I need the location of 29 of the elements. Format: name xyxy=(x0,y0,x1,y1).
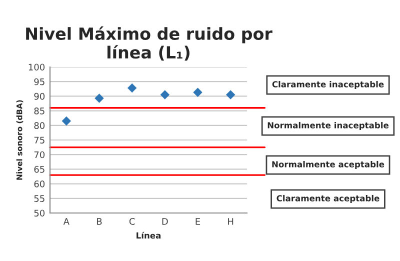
point xyxy=(94,94,104,103)
point xyxy=(226,90,236,100)
point xyxy=(160,90,170,100)
y-tick-label: 50 xyxy=(34,210,45,217)
point xyxy=(127,83,137,93)
x-tick-label: E xyxy=(196,218,200,225)
y-tick-label: 55 xyxy=(34,195,44,202)
x-tick-label: A xyxy=(63,218,70,225)
point xyxy=(193,88,202,98)
y-tick-label: 85 xyxy=(34,108,44,114)
y-tick-label: 70 xyxy=(34,151,45,158)
x-tick-label: D xyxy=(162,218,168,225)
chart-title: Nivel Máximo de ruido por línea (L₁) xyxy=(26,26,272,61)
y-tick-label: 80 xyxy=(34,122,45,129)
text: Claramente aceptable xyxy=(276,194,380,204)
y-tick-label: 90 xyxy=(34,92,45,100)
x-tick-label: H xyxy=(228,218,234,225)
y-tick-label: 60 xyxy=(34,180,45,188)
y-tick-label: 65 xyxy=(34,166,44,173)
text: Claramente inaceptable xyxy=(272,80,384,90)
point xyxy=(62,116,72,126)
x-tick-label: B xyxy=(97,218,102,225)
text: Normalmente inaceptable xyxy=(268,122,389,130)
y-tick-label: 95 xyxy=(34,78,44,86)
y-tick-label: 100 xyxy=(28,64,45,71)
x-tick-label: C xyxy=(129,218,135,225)
text: Normalmente aceptable xyxy=(272,160,384,170)
x-axis-title: Línea xyxy=(136,232,161,239)
y-tick-label: 75 xyxy=(34,136,44,144)
